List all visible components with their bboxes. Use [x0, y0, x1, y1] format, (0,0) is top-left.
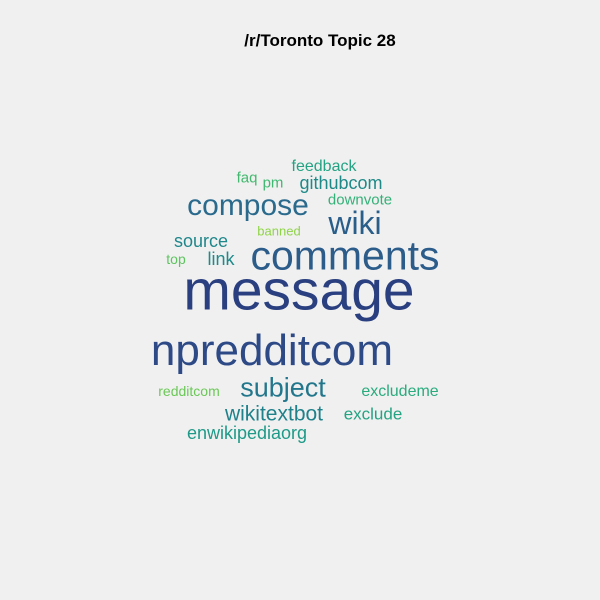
- word-npredditcom: npredditcom: [150, 326, 394, 375]
- word-link: link: [207, 249, 235, 269]
- word-downvote: downvote: [327, 191, 393, 209]
- word-pm: pm: [262, 174, 284, 192]
- word-compose: compose: [187, 189, 309, 222]
- word-top: top: [166, 251, 186, 267]
- word-githubcom: githubcom: [299, 173, 383, 193]
- word-faq: faq: [236, 169, 258, 187]
- word-feedback: feedback: [291, 158, 357, 175]
- word-banned: banned: [257, 223, 301, 239]
- word-wiki: wiki: [328, 205, 382, 241]
- word-source: source: [173, 231, 229, 251]
- page-title: /r/Toronto Topic 28: [244, 31, 396, 50]
- word-excludeme: excludeme: [361, 383, 439, 400]
- word-comments: comments: [250, 232, 440, 279]
- word-redditcom: redditcom: [158, 383, 220, 399]
- word-wikitextbot: wikitextbot: [224, 402, 324, 426]
- word-message: message: [183, 258, 415, 323]
- word-exclude: exclude: [343, 404, 403, 424]
- word-subject: subject: [240, 372, 326, 403]
- word-enwikipediaorg: enwikipediaorg: [186, 423, 308, 443]
